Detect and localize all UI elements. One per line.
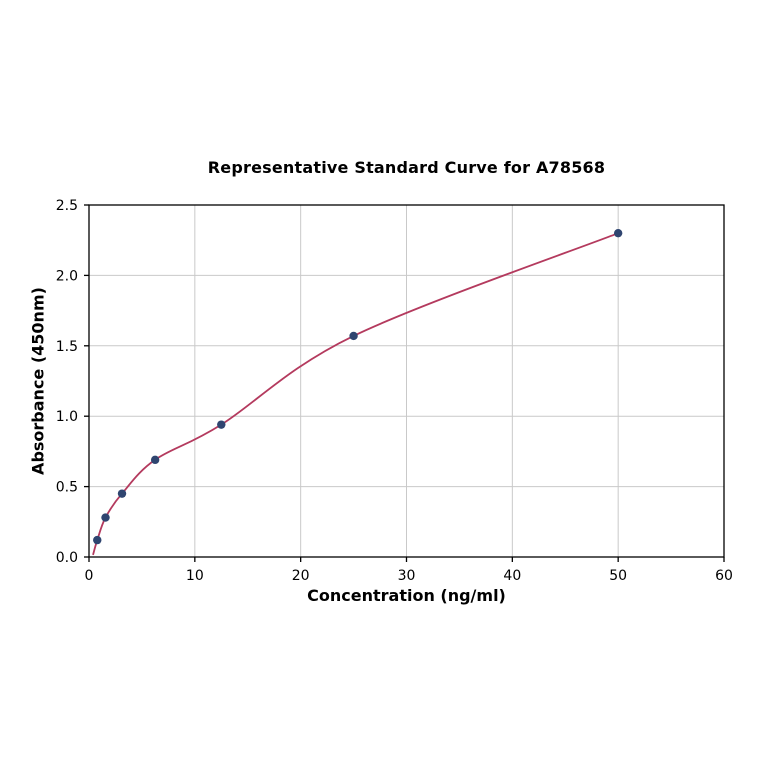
y-axis-label: Absorbance (450nm) xyxy=(28,287,48,475)
x-axis-label: Concentration (ng/ml) xyxy=(307,586,506,605)
x-tick-label: 0 xyxy=(85,568,94,584)
data-point xyxy=(93,535,102,545)
y-tick-label: 1.0 xyxy=(56,409,78,425)
x-tick-label: 40 xyxy=(503,568,521,584)
y-tick-label: 2.0 xyxy=(56,268,78,284)
fitted-curve xyxy=(92,232,620,556)
chart-title: Representative Standard Curve for A78568 xyxy=(207,158,606,177)
data-point xyxy=(217,420,226,429)
x-tick-label: 50 xyxy=(609,568,627,584)
data-point xyxy=(150,455,160,465)
data-point xyxy=(117,489,127,498)
x-tick-label: 30 xyxy=(398,568,416,584)
x-tick-label: 60 xyxy=(715,568,733,584)
y-tick-label: 1.5 xyxy=(56,339,78,355)
x-tick-label: 10 xyxy=(186,568,204,584)
y-tick-label: 2.5 xyxy=(56,198,78,214)
y-tick-label: 0.0 xyxy=(56,550,78,566)
x-tick-label: 20 xyxy=(292,568,310,584)
data-point xyxy=(613,228,623,238)
data-point xyxy=(349,331,358,341)
y-tick-label: 0.5 xyxy=(56,480,78,496)
data-point xyxy=(101,513,110,522)
